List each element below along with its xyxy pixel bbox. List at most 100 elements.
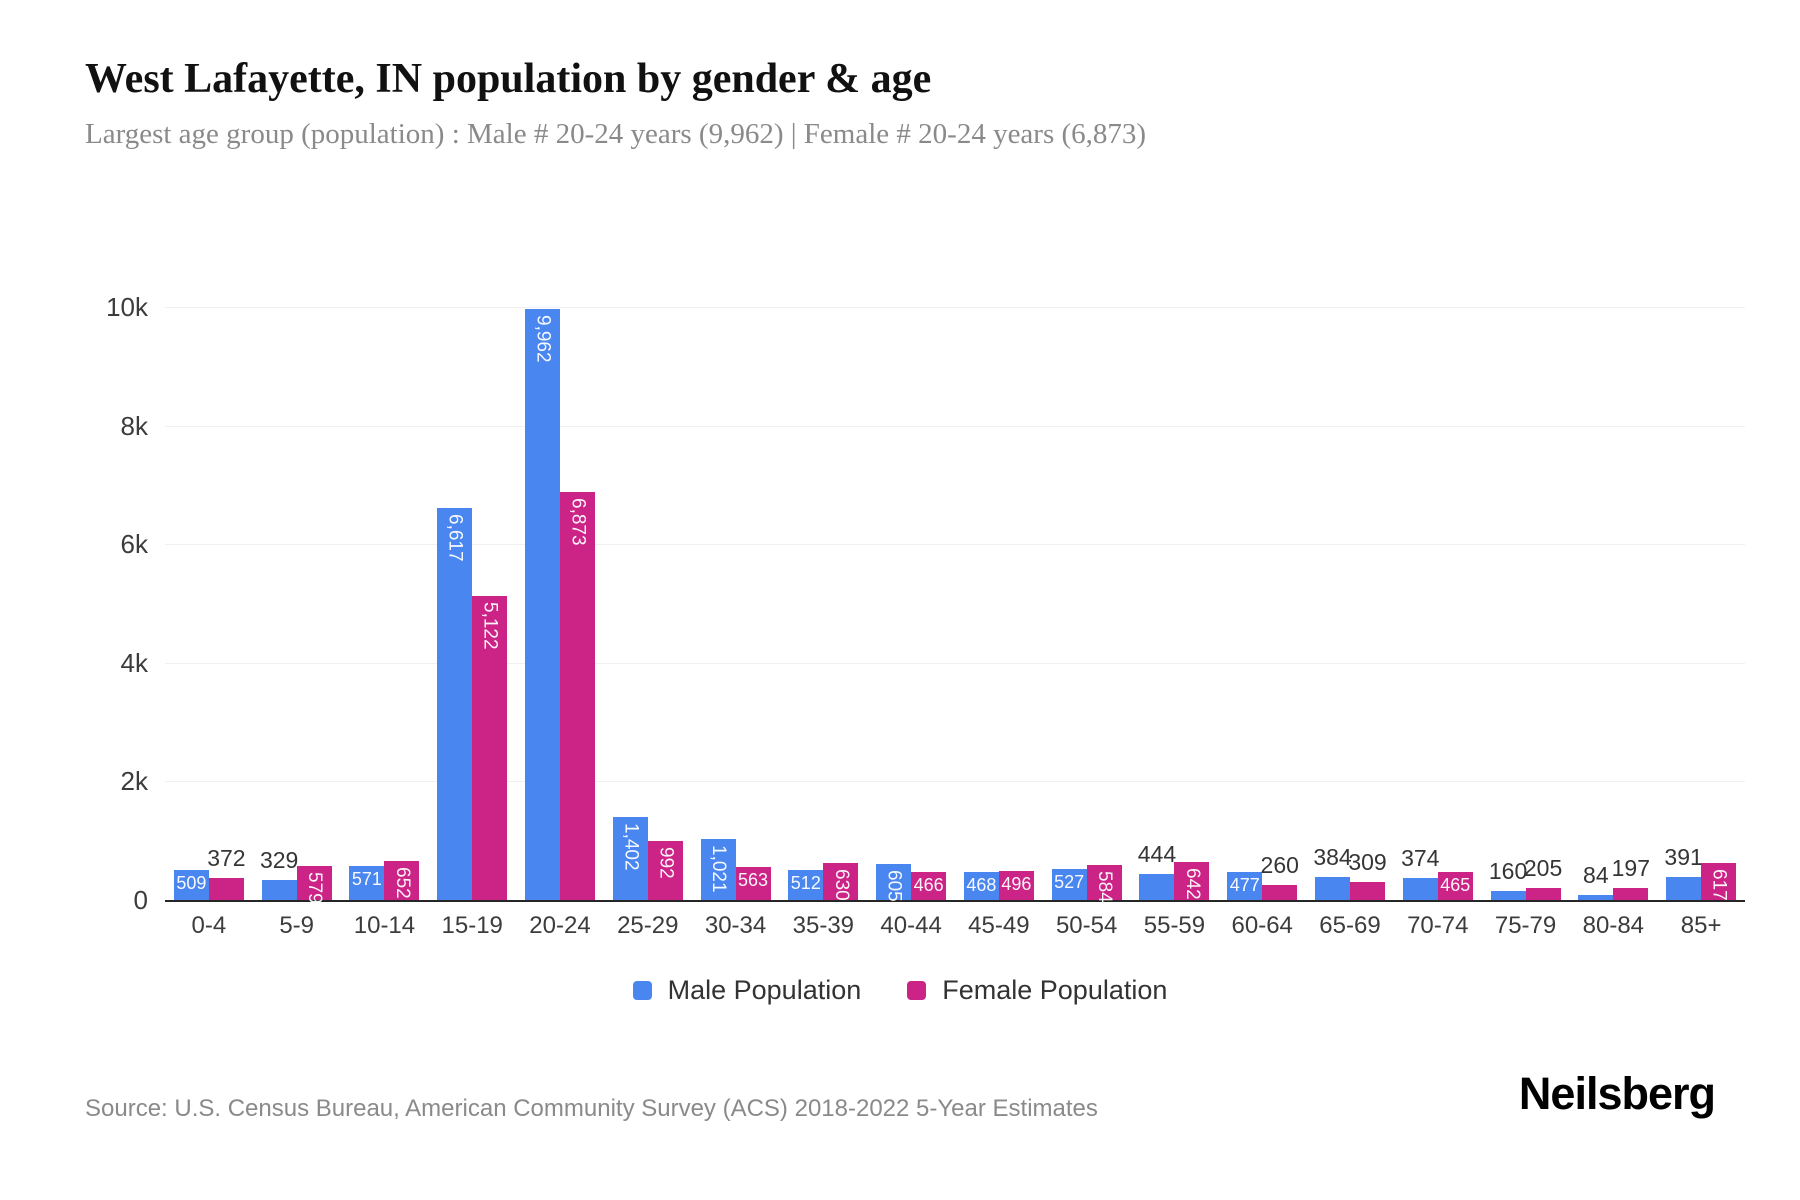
bar-female-30-34[interactable]: 563	[735, 867, 771, 900]
bar-male-0-4[interactable]: 509	[173, 870, 209, 900]
y-tick-label: 2k	[120, 766, 148, 797]
bar-value-label: 5,122	[479, 602, 501, 650]
bar-female-25-29[interactable]: 992	[647, 841, 683, 900]
x-tick-label: 0-4	[191, 912, 227, 939]
bar-value-label: 584	[1094, 871, 1116, 903]
bar-female-70-74[interactable]: 465	[1437, 872, 1473, 900]
bar-value-label: 579	[304, 872, 326, 904]
y-tick-label: 10k	[106, 292, 148, 322]
brand-logo: Neilsberg	[1518, 1068, 1716, 1119]
bar-value-label: 374	[1401, 845, 1440, 871]
y-tick-label: 0	[133, 885, 148, 915]
x-tick-label: 10-14	[353, 912, 416, 939]
bar-female-35-39[interactable]: 630	[823, 863, 859, 901]
x-axis: 0-4 5-9 10-14 15-19 20-24 25-29 30-34 35-39 40-4…	[165, 912, 1745, 952]
y-tick-label: 8k	[120, 410, 148, 441]
x-tick-label: 60-64	[1231, 912, 1293, 939]
bar-female-5-9[interactable]: 579	[296, 866, 332, 904]
legend-marker-female	[907, 981, 927, 1000]
bar-value-label: 197	[1611, 855, 1651, 881]
x-axis-line	[165, 900, 1745, 902]
bar-female-55-59[interactable]: 642	[1174, 862, 1210, 900]
bar-female-45-49[interactable]: 496	[998, 871, 1034, 900]
bar-value-label: 571	[351, 869, 382, 889]
bar-value-label: 527	[1054, 872, 1085, 892]
bar-value-label: 630	[830, 869, 852, 901]
bar-value-label: 468	[966, 875, 997, 895]
bar-value-label: 84	[1583, 862, 1609, 888]
x-tick-label: 25-29	[617, 912, 679, 939]
bar-female-75-79[interactable]	[1525, 888, 1561, 900]
x-tick-label: 80-84	[1582, 912, 1645, 939]
x-tick-label: 75-79	[1494, 912, 1557, 939]
bar-value-label: 391	[1664, 844, 1703, 870]
x-tick-label: 45-49	[968, 912, 1030, 939]
gridline	[165, 307, 1745, 308]
x-tick-label: 15-19	[441, 912, 503, 939]
bar-value-label: 372	[207, 845, 246, 871]
gridline	[165, 425, 1745, 427]
bar-male-80-84[interactable]	[1578, 895, 1614, 900]
bar-male-35-39[interactable]: 512	[788, 870, 824, 900]
bar-female-80-84[interactable]	[1613, 888, 1649, 900]
bar-female-20-24[interactable]: 6,873	[560, 492, 595, 900]
bar-male-75-79[interactable]	[1490, 891, 1526, 900]
bar-male-40-44[interactable]: 605	[876, 864, 912, 902]
bar-value-label: 605	[883, 870, 905, 902]
bar-value-label: 466	[913, 875, 944, 895]
x-tick-label: 50-54	[1055, 912, 1118, 939]
bar-value-label: 329	[259, 847, 299, 873]
x-tick-label: 5-9	[279, 912, 314, 939]
legend-marker-male	[632, 981, 652, 1000]
bar-female-40-44[interactable]: 466	[911, 872, 947, 900]
x-tick-label: 20-24	[529, 912, 591, 939]
bar-value-label: 444	[1137, 841, 1177, 867]
bar-female-85+[interactable]: 617	[1701, 863, 1737, 901]
x-tick-label: 70-74	[1407, 912, 1469, 939]
x-tick-label: 55-59	[1143, 912, 1206, 939]
bar-male-5-9[interactable]	[261, 880, 297, 900]
bar-male-45-49[interactable]: 468	[963, 872, 999, 900]
bar-female-15-19[interactable]: 5,122	[472, 596, 508, 900]
bar-male-20-24[interactable]: 9,962	[525, 309, 560, 900]
x-tick-label: 85+	[1680, 912, 1722, 939]
bar-male-15-19[interactable]: 6,617	[437, 508, 473, 900]
gridline	[165, 781, 1745, 783]
bar-value-label: 309	[1348, 849, 1387, 875]
bar-male-30-34[interactable]: 1,021	[700, 839, 736, 900]
bar-value-label: 563	[738, 870, 769, 890]
bar-value-label: 509	[176, 873, 207, 893]
bar-value-label: 1,402	[620, 823, 642, 871]
bar-value-label: 9,962	[532, 315, 554, 363]
bar-male-65-69[interactable]	[1315, 877, 1350, 900]
source-attribution: Source: U.S. Census Bureau, American Com…	[85, 1095, 1098, 1122]
gridline	[165, 544, 1745, 546]
plot-area: 509 372 329 579 571 652 6,617 5,122 9,962 6,873 1,…	[165, 307, 1745, 904]
bar-value-label: 1,021	[708, 845, 730, 893]
x-tick-label: 65-69	[1319, 912, 1381, 939]
bar-female-50-54[interactable]: 584	[1086, 865, 1122, 903]
bar-female-60-64[interactable]	[1262, 885, 1298, 900]
y-tick-label: 6k	[120, 529, 148, 560]
bar-male-25-29[interactable]: 1,402	[612, 817, 648, 900]
bar-male-70-74[interactable]	[1402, 878, 1438, 900]
bar-value-label: 652	[391, 867, 413, 899]
x-tick-label: 40-44	[880, 912, 942, 939]
bar-female-0-4[interactable]	[208, 878, 244, 900]
bar-value-label: 512	[790, 873, 821, 893]
x-tick-label: 35-39	[792, 912, 855, 939]
legend: Male Population Female Population	[0, 975, 1800, 1006]
legend-item-male[interactable]: Male Population	[632, 975, 861, 1006]
bar-male-55-59[interactable]	[1139, 874, 1175, 900]
bar-male-50-54[interactable]: 527	[1051, 869, 1087, 900]
bar-male-85+[interactable]	[1666, 877, 1702, 900]
bar-female-65-69[interactable]	[1350, 882, 1385, 900]
bar-value-label: 6,873	[567, 498, 589, 546]
bar-value-label: 642	[1181, 868, 1203, 900]
legend-item-female[interactable]: Female Population	[907, 975, 1167, 1006]
bar-male-10-14[interactable]: 571	[349, 866, 385, 900]
bar-female-10-14[interactable]: 652	[384, 861, 420, 900]
bar-male-60-64[interactable]: 477	[1227, 872, 1263, 900]
gridline	[165, 662, 1745, 664]
legend-label-female: Female Population	[942, 975, 1168, 1005]
